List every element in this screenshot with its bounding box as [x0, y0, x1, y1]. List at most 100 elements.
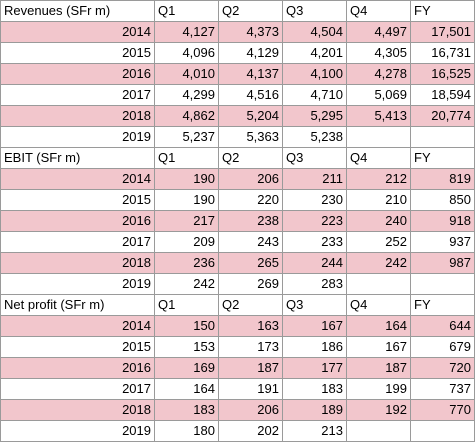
value-cell	[410, 126, 475, 148]
table-row: 2014 150 163 167 164 644	[0, 315, 475, 337]
value-cell: 187	[346, 357, 411, 379]
value-cell: 4,129	[218, 42, 283, 64]
value-cell: 190	[154, 168, 219, 190]
value-cell: 209	[154, 231, 219, 253]
table-row: 2014 190 206 211 212 819	[0, 168, 475, 190]
value-cell: 212	[346, 168, 411, 190]
column-header: Q4	[346, 0, 411, 22]
value-cell: 202	[218, 420, 283, 442]
value-cell: 230	[282, 189, 347, 211]
value-cell: 4,710	[282, 84, 347, 106]
column-header: Q2	[218, 0, 283, 22]
value-cell: 150	[154, 315, 219, 337]
value-cell: 5,295	[282, 105, 347, 127]
value-cell: 4,100	[282, 63, 347, 85]
value-cell: 173	[218, 336, 283, 358]
value-cell: 211	[282, 168, 347, 190]
table-row: 2019 242 269 283	[0, 273, 475, 295]
value-cell: 18,594	[410, 84, 475, 106]
value-cell: 242	[154, 273, 219, 295]
column-header: Q3	[282, 0, 347, 22]
value-cell: 186	[282, 336, 347, 358]
value-cell: 164	[154, 378, 219, 400]
value-cell: 819	[410, 168, 475, 190]
value-cell: 240	[346, 210, 411, 232]
value-cell: 213	[282, 420, 347, 442]
year-cell: 2016	[0, 210, 155, 232]
column-header: Q2	[218, 147, 283, 169]
value-cell: 5,363	[218, 126, 283, 148]
value-cell: 4,299	[154, 84, 219, 106]
year-cell: 2016	[0, 357, 155, 379]
table-row: 2015 190 220 230 210 850	[0, 189, 475, 211]
table-row: 2018 4,862 5,204 5,295 5,413 20,774	[0, 105, 475, 127]
value-cell: 187	[218, 357, 283, 379]
column-header: Q3	[282, 294, 347, 316]
value-cell: 5,237	[154, 126, 219, 148]
year-cell: 2018	[0, 252, 155, 274]
value-cell: 987	[410, 252, 475, 274]
column-header: Q1	[154, 0, 219, 22]
year-cell: 2019	[0, 420, 155, 442]
value-cell: 16,731	[410, 42, 475, 64]
value-cell: 183	[282, 378, 347, 400]
value-cell: 4,862	[154, 105, 219, 127]
value-cell	[410, 273, 475, 295]
value-cell: 17,501	[410, 21, 475, 43]
value-cell: 153	[154, 336, 219, 358]
value-cell	[410, 420, 475, 442]
column-header: FY	[410, 147, 475, 169]
value-cell: 192	[346, 399, 411, 421]
year-cell: 2014	[0, 21, 155, 43]
value-cell: 169	[154, 357, 219, 379]
section-title: EBIT (SFr m)	[0, 147, 155, 169]
value-cell: 265	[218, 252, 283, 274]
value-cell: 217	[154, 210, 219, 232]
value-cell: 737	[410, 378, 475, 400]
value-cell: 238	[218, 210, 283, 232]
value-cell: 220	[218, 189, 283, 211]
value-cell: 167	[282, 315, 347, 337]
value-cell: 243	[218, 231, 283, 253]
value-cell: 4,010	[154, 63, 219, 85]
section-header-row: EBIT (SFr m) Q1 Q2 Q3 Q4 FY	[0, 147, 475, 169]
value-cell	[346, 420, 411, 442]
value-cell	[346, 273, 411, 295]
table-row: 2019 5,237 5,363 5,238	[0, 126, 475, 148]
column-header: Q4	[346, 294, 411, 316]
section-title: Net profit (SFr m)	[0, 294, 155, 316]
year-cell: 2016	[0, 63, 155, 85]
year-cell: 2018	[0, 105, 155, 127]
value-cell: 177	[282, 357, 347, 379]
table-row: 2017 164 191 183 199 737	[0, 378, 475, 400]
value-cell: 180	[154, 420, 219, 442]
value-cell: 4,201	[282, 42, 347, 64]
column-header: FY	[410, 294, 475, 316]
table-row: 2019 180 202 213	[0, 420, 475, 442]
value-cell: 4,127	[154, 21, 219, 43]
value-cell: 4,137	[218, 63, 283, 85]
table-row: 2018 183 206 189 192 770	[0, 399, 475, 421]
value-cell: 5,413	[346, 105, 411, 127]
year-cell: 2014	[0, 315, 155, 337]
table-row: 2018 236 265 244 242 987	[0, 252, 475, 274]
value-cell: 206	[218, 168, 283, 190]
value-cell: 206	[218, 399, 283, 421]
value-cell: 4,504	[282, 21, 347, 43]
value-cell: 4,497	[346, 21, 411, 43]
value-cell: 644	[410, 315, 475, 337]
section-title: Revenues (SFr m)	[0, 0, 155, 22]
column-header: FY	[410, 0, 475, 22]
year-cell: 2017	[0, 84, 155, 106]
year-cell: 2018	[0, 399, 155, 421]
year-cell: 2017	[0, 231, 155, 253]
column-header: Q1	[154, 147, 219, 169]
value-cell: 210	[346, 189, 411, 211]
value-cell: 242	[346, 252, 411, 274]
value-cell: 770	[410, 399, 475, 421]
year-cell: 2017	[0, 378, 155, 400]
value-cell: 4,516	[218, 84, 283, 106]
value-cell: 16,525	[410, 63, 475, 85]
table-row: 2016 169 187 177 187 720	[0, 357, 475, 379]
value-cell: 167	[346, 336, 411, 358]
